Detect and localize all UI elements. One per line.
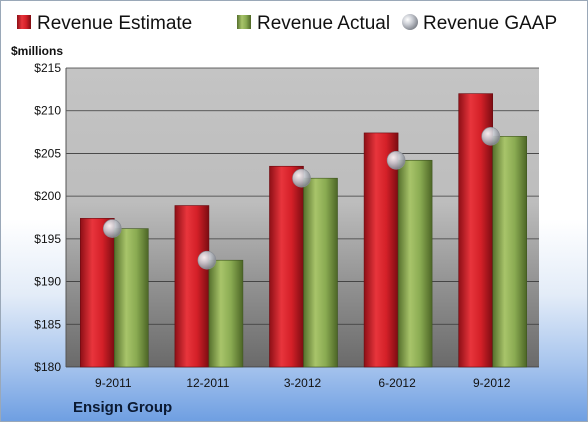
legend-label: Revenue Actual	[257, 13, 390, 34]
legend-swatch	[237, 15, 251, 29]
bar-revenue-actual	[303, 177, 338, 368]
marker-revenue-gaap	[197, 250, 217, 270]
y-tick-label: $200	[34, 189, 61, 203]
legend-label: Revenue GAAP	[423, 13, 557, 34]
legend-item: Revenue Estimate	[17, 13, 192, 34]
bar-revenue-estimate	[80, 218, 115, 368]
marker-revenue-gaap	[386, 150, 406, 170]
legend: Revenue Estimate Revenue Actual Revenue GA…	[17, 13, 557, 34]
y-tick-label: $195	[34, 232, 61, 246]
legend-label: Revenue Estimate	[37, 13, 192, 34]
legend-swatch	[402, 14, 418, 30]
bar-revenue-actual	[492, 136, 528, 368]
y-tick-label: $190	[34, 275, 61, 289]
bar-revenue-estimate	[363, 132, 399, 368]
y-tick-label: $185	[34, 317, 61, 331]
y-unit-label: $millions	[11, 44, 63, 58]
x-tick-label: 12-2011	[186, 376, 229, 390]
bar-revenue-estimate	[269, 165, 304, 368]
bar-revenue-actual	[114, 228, 149, 368]
marker-revenue-gaap	[292, 168, 311, 188]
marker-revenue-gaap	[481, 127, 501, 146]
marker-revenue-gaap	[103, 219, 122, 238]
x-axis-ticks: 9-2011 12-2011 3-2012 6-2012 9-2012	[95, 376, 511, 390]
x-tick-label: 9-2011	[95, 376, 132, 390]
bar-revenue-actual	[397, 159, 433, 368]
gaap-markers	[103, 127, 501, 270]
bar-revenue-estimate	[174, 205, 210, 368]
x-tick-label: 3-2012	[284, 376, 322, 390]
y-tick-label: $215	[34, 61, 61, 75]
legend-item: Revenue GAAP	[402, 13, 557, 34]
x-tick-label: 9-2012	[473, 376, 511, 390]
y-axis-ticks: $180 $185 $190 $195 $200 $205 $210 $215	[34, 61, 61, 374]
legend-swatch	[17, 15, 31, 29]
y-tick-label: $210	[34, 104, 61, 118]
legend-item: Revenue Actual	[237, 13, 390, 34]
y-tick-label: $180	[34, 360, 61, 374]
company-name: Ensign Group	[73, 399, 173, 416]
bar-revenue-actual	[208, 259, 244, 368]
x-tick-label: 6-2012	[378, 376, 416, 390]
bar-revenue-estimate	[458, 93, 494, 368]
y-tick-label: $205	[34, 146, 61, 160]
bars	[80, 93, 528, 368]
